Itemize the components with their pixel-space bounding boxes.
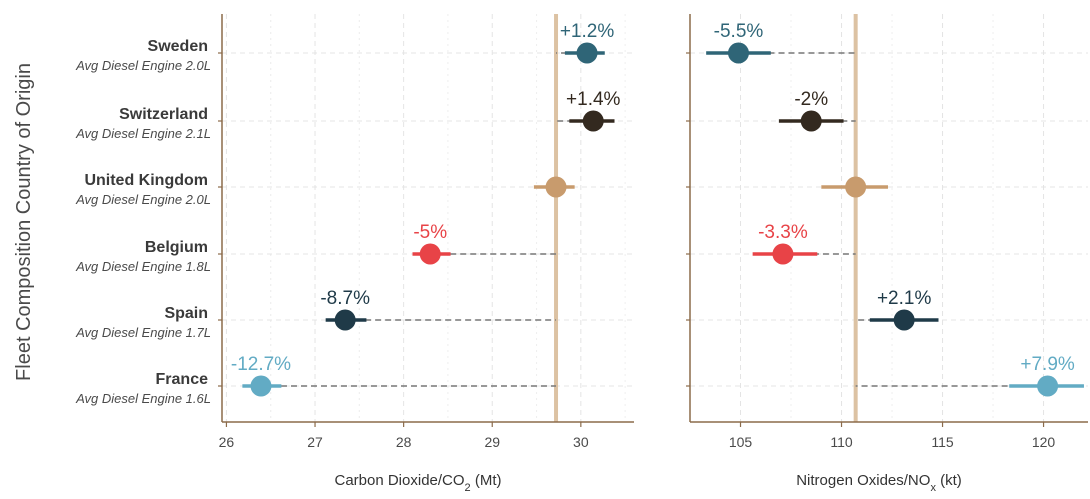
engine-label: Avg Diesel Engine 1.7L bbox=[75, 325, 211, 340]
reference-layer bbox=[554, 14, 858, 422]
percent-change-label: -2% bbox=[794, 89, 828, 110]
percent-change-label: -12.7% bbox=[231, 354, 291, 375]
estimate-point bbox=[545, 176, 567, 198]
percent-change-label: +1.2% bbox=[560, 21, 615, 42]
estimate-point bbox=[582, 110, 604, 132]
x-tick-label: 27 bbox=[307, 434, 323, 450]
estimate-point bbox=[334, 309, 356, 331]
country-label: United Kingdom bbox=[84, 172, 208, 189]
estimate-point bbox=[250, 375, 272, 397]
x-axis-title-unit: (kt) bbox=[936, 472, 962, 489]
percent-change-label: +7.9% bbox=[1020, 354, 1075, 375]
country-label: Spain bbox=[164, 305, 208, 322]
percent-change-label: -3.3% bbox=[758, 222, 808, 243]
country-label: Sweden bbox=[148, 38, 208, 55]
axes-layer: 26 27 28 29 30 Carbon Dioxide/CO2 (Mt) 105 110 1… bbox=[218, 14, 1088, 494]
x-tick-label: 105 bbox=[729, 434, 753, 450]
estimate-point bbox=[893, 309, 915, 331]
grid-layer bbox=[222, 14, 1088, 422]
x-tick-label: 30 bbox=[573, 434, 589, 450]
x-tick-label: 110 bbox=[830, 434, 853, 450]
estimate-point bbox=[727, 42, 749, 64]
estimate-point bbox=[772, 243, 794, 265]
percent-change-label: +2.1% bbox=[877, 288, 932, 309]
x-tick-label: 115 bbox=[931, 434, 954, 450]
percent-change-label: -8.7% bbox=[320, 288, 370, 309]
y-axis-title: Fleet Composition Country of Origin bbox=[13, 63, 35, 381]
estimate-point bbox=[576, 42, 598, 64]
x-tick-label: 26 bbox=[219, 434, 235, 450]
estimate-point bbox=[845, 176, 867, 198]
estimate-point bbox=[1037, 375, 1059, 397]
engine-label: Avg Diesel Engine 1.6L bbox=[75, 391, 211, 406]
engine-label: Avg Diesel Engine 2.1L bbox=[75, 126, 211, 141]
x-axis-title-main: Carbon Dioxide/CO bbox=[334, 472, 464, 489]
country-label: Belgium bbox=[145, 239, 208, 256]
x-axis-title-subscript: x bbox=[930, 482, 936, 494]
x-axis-title-subscript: 2 bbox=[465, 482, 471, 494]
engine-label: Avg Diesel Engine 1.8L bbox=[75, 259, 211, 274]
percent-change-label: -5.5% bbox=[714, 21, 764, 42]
x-tick-label: 28 bbox=[396, 434, 412, 450]
engine-label: Avg Diesel Engine 2.0L bbox=[75, 192, 211, 207]
country-label: Switzerland bbox=[119, 106, 208, 123]
x-axis-title: Nitrogen Oxides/NOx (kt) bbox=[796, 472, 962, 494]
percent-change-label: +1.4% bbox=[566, 89, 621, 110]
x-axis-title: Carbon Dioxide/CO2 (Mt) bbox=[334, 472, 501, 494]
x-tick-label: 29 bbox=[484, 434, 500, 450]
labels-layer: Sweden Avg Diesel Engine 2.0L Switzerland A… bbox=[75, 21, 1075, 406]
country-label: France bbox=[156, 371, 209, 388]
estimate-point bbox=[419, 243, 441, 265]
x-axis-title-unit: (Mt) bbox=[471, 472, 502, 489]
marks-layer bbox=[242, 42, 1084, 397]
x-axis-title-main: Nitrogen Oxides/NO bbox=[796, 472, 930, 489]
x-tick-label: 120 bbox=[1032, 434, 1056, 450]
percent-change-label: -5% bbox=[413, 222, 447, 243]
estimate-point bbox=[800, 110, 822, 132]
engine-label: Avg Diesel Engine 2.0L bbox=[75, 58, 211, 73]
